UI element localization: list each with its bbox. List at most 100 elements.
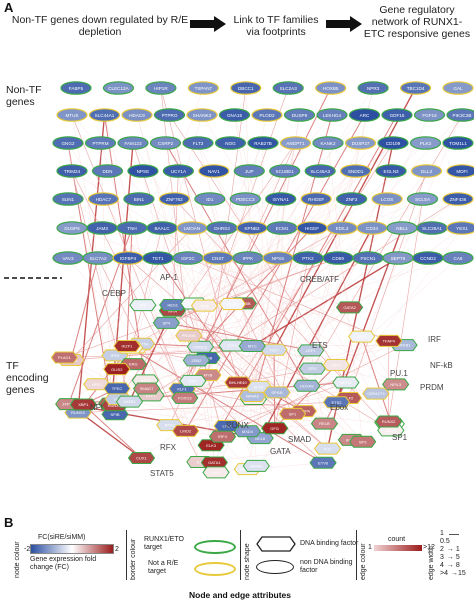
gene-label: ZFPM1 — [62, 402, 76, 407]
gene-label: ZEB2 — [191, 358, 202, 363]
non-tf-gene-node: DDN — [91, 164, 124, 178]
edge — [243, 303, 261, 439]
tf-family-label: C/EBP — [102, 289, 126, 298]
non-tf-gene-node: LEKHG4 — [316, 108, 348, 122]
step-arrow-1 — [190, 16, 226, 32]
gene-label: SLC28A1 — [422, 226, 442, 231]
non-tf-gene-node: CD109 — [377, 136, 409, 150]
gene-label: ZNF2 — [346, 197, 358, 202]
non-tf-gene-node: IPPK — [232, 251, 264, 265]
non-tf-gene-node: GDF15 — [381, 108, 413, 122]
gene-label: ERG — [129, 362, 138, 367]
gene-label: IPPK — [243, 256, 254, 261]
edge — [256, 340, 389, 466]
tf-gene-node: CUX1 — [127, 452, 156, 465]
gene-label: SCUBE1 — [276, 169, 295, 174]
gene-label: LMO2 — [180, 428, 192, 433]
non-tf-gene-node: TOM1L1 — [442, 136, 474, 150]
gene-label: PLAG1 — [58, 355, 72, 360]
edge — [185, 142, 329, 431]
edge — [251, 257, 399, 347]
tf-gene-node: ID2 — [129, 299, 157, 312]
tf-gene-node: SP4 — [152, 316, 180, 329]
edge — [306, 385, 352, 440]
edge — [96, 87, 204, 385]
tf-gene-node: IRF4 — [208, 430, 237, 443]
tf-family-label: AP-1 — [160, 273, 178, 282]
edge — [116, 257, 309, 389]
gene-label: CD69 — [332, 256, 344, 261]
edge — [169, 114, 347, 383]
non-tf-gene-node: HOXB5 — [315, 81, 347, 95]
edge-count-gradient — [374, 545, 422, 551]
gene-label: NPSE — [137, 169, 150, 174]
tf-gene-node: TFEC — [103, 382, 131, 395]
non-tf-gene-node: DHRS3 — [206, 221, 238, 235]
gene-label: YES1 — [456, 226, 468, 231]
tf-gene-node: CREB3L — [186, 340, 214, 353]
gene-label: UCY1A — [171, 169, 187, 174]
edge — [252, 345, 391, 431]
non-tf-gene-node: FGF16 — [413, 108, 446, 122]
tf-gene-node: IKZF1 — [113, 340, 141, 353]
tf-gene-node: SP3 — [349, 435, 377, 448]
nodes: FABP5 CLEC12A HIP1R TSPAN7 DBCC1 SLC2A3 HOXB5 N… — [50, 81, 474, 479]
non-tf-gene-node: EGLN3 — [375, 164, 407, 178]
gene-label: SNDD1 — [348, 169, 364, 174]
gene-label: NFIL3 — [390, 382, 402, 387]
gene-label: SP4 — [163, 321, 171, 326]
hexagon-swatch — [256, 536, 296, 552]
non-tf-gene-node: TRIM24 — [56, 164, 88, 178]
non-tf-gene-node: CA6 — [442, 251, 474, 265]
step-arrow-2 — [326, 16, 362, 32]
edge — [70, 257, 99, 361]
gene-label: MEIS1 — [340, 380, 353, 385]
gene-label: PRDM1 — [182, 333, 197, 338]
edge — [207, 374, 275, 429]
gene-label: BCL6 — [255, 436, 266, 441]
tf-family-label: NF-kB — [430, 361, 453, 370]
non-tf-gene-node: MDFI — [446, 164, 474, 178]
tf-gene-node: HLF — [202, 466, 230, 479]
edge-width-row: >4 →15 — [440, 570, 466, 577]
non-tf-gene-node: CD69 — [322, 251, 354, 265]
edge — [259, 227, 373, 439]
gene-label: ECM1 — [276, 226, 289, 231]
gene-label: BHLHE40 — [229, 380, 248, 385]
edge — [172, 198, 352, 306]
gene-label: RELB — [319, 421, 330, 426]
gene-label: RUNX1 — [108, 403, 122, 408]
edge — [67, 142, 113, 404]
edge — [201, 114, 392, 424]
gene-label: TFAP4 — [383, 339, 396, 344]
tf-gene-node: NFIL3 — [382, 378, 410, 391]
tf-gene-node: ERF — [179, 374, 207, 387]
tf-family-label: PU.1 — [390, 369, 408, 378]
tf-family-label: PRDM — [420, 383, 444, 392]
gene-label: ETV6 — [318, 460, 329, 465]
non-tf-gene-node: FAM123 — [117, 136, 149, 150]
non-tf-gene-node: FABP5 — [60, 81, 92, 95]
non-tf-gene-node: DUSP9 — [283, 108, 316, 122]
gene-label: SLC2A3 — [280, 86, 298, 91]
non-tf-gene-node: SLC28A1 — [416, 221, 448, 235]
non-tf-gene-node: RHGEF — [300, 192, 332, 206]
edge — [193, 257, 279, 304]
gene-network: FABP5 CLEC12A HIP1R TSPAN7 DBCC1 SLC2A3 HOXB5 N… — [4, 81, 474, 479]
count-max-label: >12 — [423, 544, 435, 551]
gene-label: NFIX — [332, 363, 341, 368]
non-tf-gene-node: GNG2 — [52, 136, 84, 150]
gene-label: CLEC12A — [108, 86, 129, 91]
non-tf-gene-node: EDIL3 — [326, 221, 358, 235]
gene-label: CA6 — [454, 256, 463, 261]
gene-label: CCND2 — [420, 256, 436, 261]
edge — [136, 114, 208, 359]
non-tf-gene-node: TNH — [116, 221, 148, 235]
non-tf-gene-node: PIK3C2B — [446, 108, 474, 122]
tf-gene-node: RUNX2 — [375, 415, 403, 428]
non-tf-gene-node: SLC44A1 — [88, 108, 121, 122]
gene-label: RFX2 — [165, 423, 176, 428]
non-tf-gene-node: BIN1 — [123, 192, 155, 206]
non-tf-gene-node: NOG — [214, 136, 247, 150]
non-tf-gene-node: TSPAN7 — [187, 81, 219, 95]
